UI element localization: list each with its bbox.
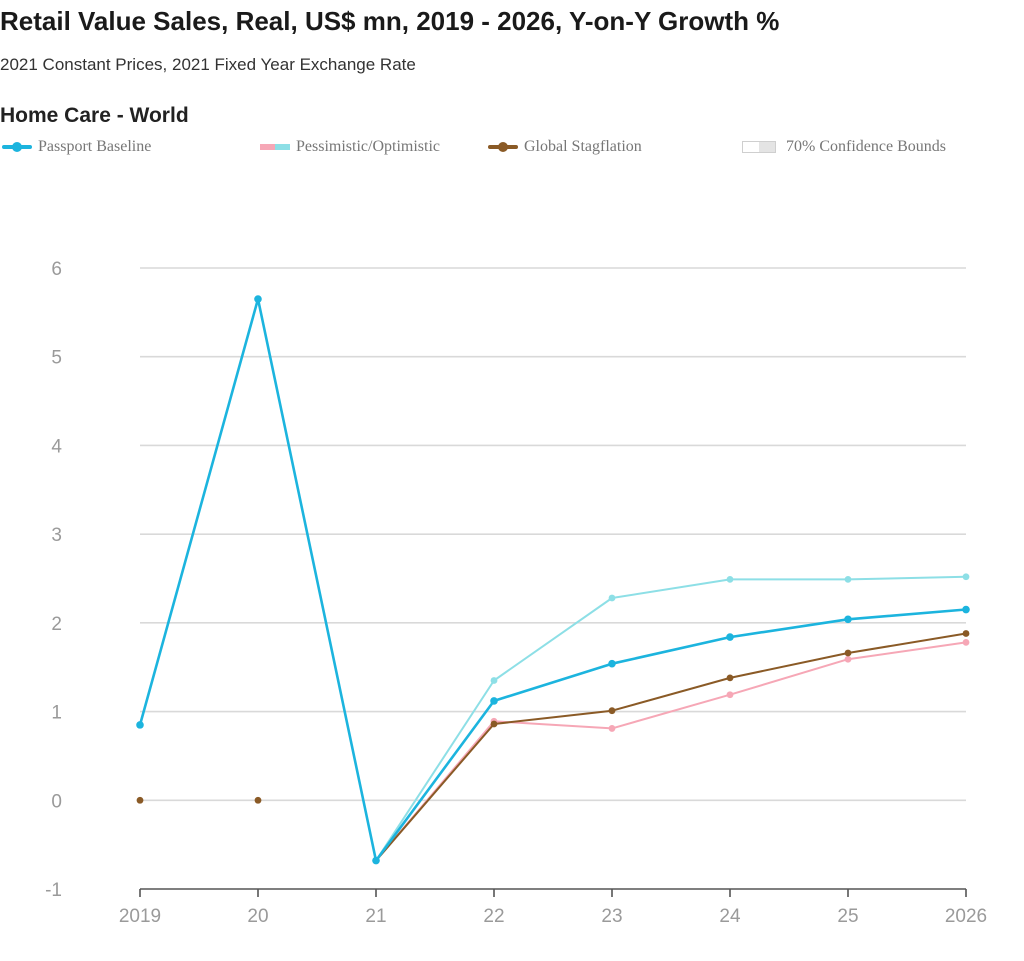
- chart-subtitle: 2021 Constant Prices, 2021 Fixed Year Ex…: [0, 55, 416, 74]
- pessimistic-optimistic-swatch-icon: [260, 141, 290, 153]
- chart-section-title: Home Care - World: [0, 104, 189, 127]
- data-point-stagflation[interactable]: [254, 796, 262, 804]
- y-tick-label: 6: [51, 259, 62, 280]
- x-tick-label: 2019: [119, 906, 161, 927]
- data-point-stagflation[interactable]: [726, 674, 734, 682]
- x-tick-label: 23: [601, 906, 622, 927]
- data-point-pessimistic[interactable]: [608, 725, 616, 732]
- y-tick-label: 1: [51, 703, 62, 724]
- y-tick-label: -1: [45, 880, 62, 901]
- data-point-stagflation[interactable]: [490, 720, 498, 728]
- series-line-pessimistic: [375, 641, 967, 862]
- series-line-optimistic: [375, 575, 967, 862]
- x-tick-label: 2026: [945, 906, 987, 927]
- data-point-optimistic[interactable]: [962, 573, 970, 581]
- data-point-pessimistic[interactable]: [726, 691, 734, 699]
- series-line-stagflation: [375, 632, 967, 862]
- data-point-optimistic[interactable]: [490, 677, 498, 684]
- data-point-stagflation[interactable]: [844, 649, 852, 657]
- y-tick-label: 0: [51, 791, 62, 812]
- data-point-baseline[interactable]: [254, 295, 262, 303]
- legend-item-baseline[interactable]: Passport Baseline: [2, 136, 151, 158]
- baseline-line-icon: [2, 141, 32, 153]
- legend-item-pessimistic-optimistic[interactable]: Pessimistic/Optimistic: [260, 136, 440, 158]
- legend-label-confidence-bounds: 70% Confidence Bounds: [786, 138, 946, 155]
- data-point-baseline[interactable]: [608, 659, 616, 668]
- legend-label-pessimistic-optimistic: Pessimistic/Optimistic: [296, 138, 441, 155]
- legend-item-stagflation[interactable]: Global Stagflation: [488, 136, 642, 158]
- data-point-stagflation[interactable]: [608, 707, 616, 715]
- data-point-stagflation[interactable]: [962, 630, 970, 637]
- chart-title: Retail Value Sales, Real, US$ mn, 2019 -…: [0, 6, 780, 36]
- data-point-baseline[interactable]: [962, 605, 970, 614]
- x-tick-label: 25: [837, 906, 858, 927]
- legend-label-baseline: Passport Baseline: [38, 138, 152, 155]
- y-tick-label: 2: [51, 614, 62, 635]
- data-point-pessimistic[interactable]: [844, 655, 852, 663]
- y-tick-label: 4: [51, 436, 62, 457]
- x-tick-label: 20: [247, 906, 268, 927]
- data-point-optimistic[interactable]: [726, 575, 734, 583]
- data-point-optimistic[interactable]: [608, 594, 616, 602]
- data-point-baseline[interactable]: [490, 697, 498, 705]
- data-point-baseline[interactable]: [726, 633, 734, 641]
- x-tick-label: 24: [719, 906, 741, 927]
- legend: Passport Baseline Pessimistic/Optimistic…: [0, 136, 1024, 158]
- data-point-pessimistic[interactable]: [962, 638, 970, 646]
- legend-label-stagflation: Global Stagflation: [524, 138, 642, 155]
- series-line-baseline: [138, 297, 968, 862]
- confidence-bounds-swatch-icon: [742, 141, 780, 153]
- data-point-optimistic[interactable]: [844, 575, 852, 583]
- y-tick-label: 5: [51, 348, 62, 369]
- x-tick-label: 22: [483, 906, 504, 927]
- data-point-baseline[interactable]: [844, 615, 852, 624]
- data-point-baseline[interactable]: [136, 721, 144, 729]
- stagflation-line-icon: [488, 141, 518, 153]
- data-point-baseline[interactable]: [372, 856, 380, 865]
- x-tick-label: 21: [365, 906, 386, 927]
- data-point-stagflation[interactable]: [136, 796, 144, 804]
- y-tick-label: 3: [51, 525, 62, 546]
- legend-item-confidence-bounds[interactable]: 70% Confidence Bounds: [742, 136, 946, 158]
